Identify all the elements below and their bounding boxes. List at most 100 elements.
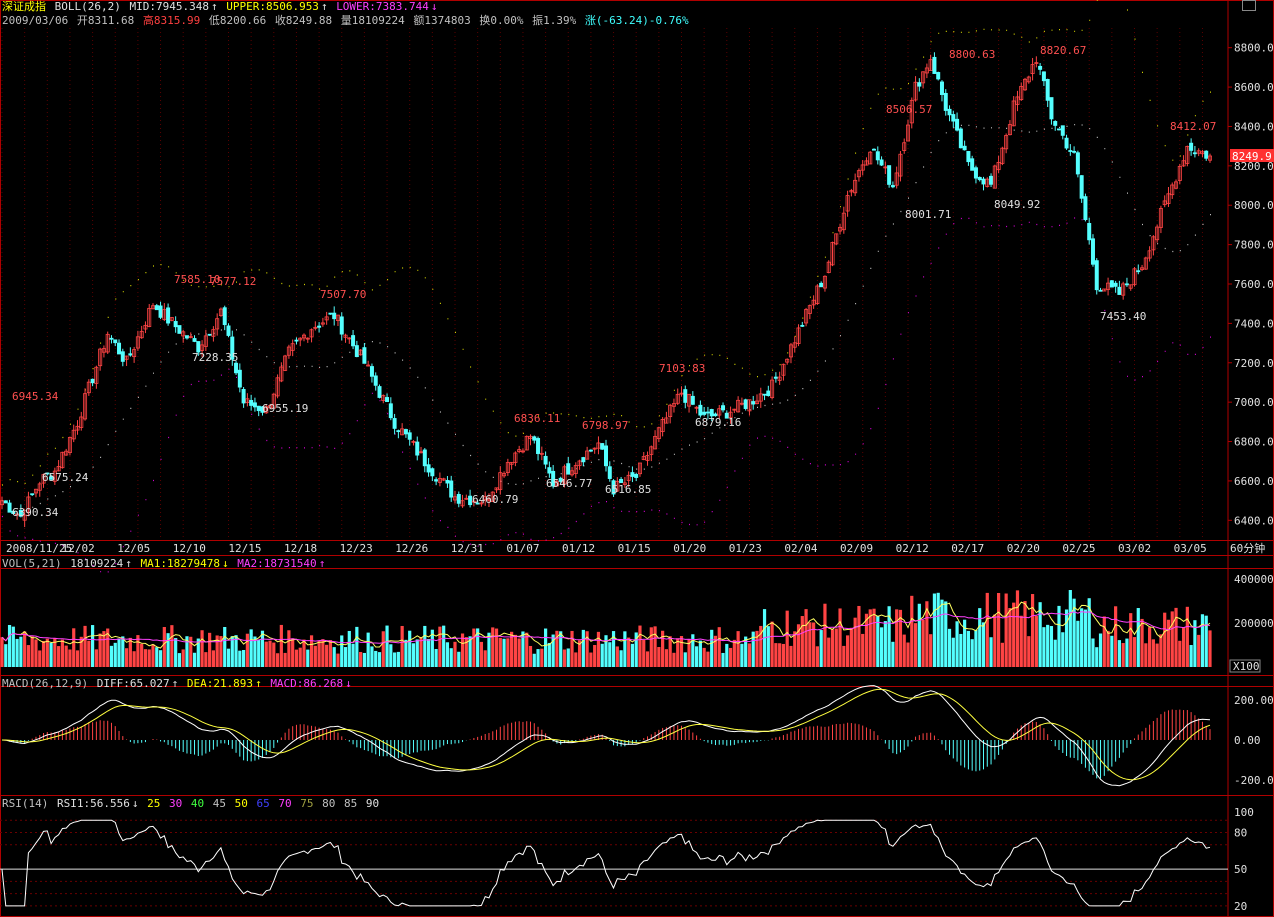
candle-body [271, 393, 276, 409]
candle-body [52, 470, 57, 482]
date-axis-label: 12/02 [62, 542, 95, 555]
candle-body [566, 463, 571, 475]
volume-bar [830, 629, 835, 667]
candle-body [192, 338, 197, 342]
volume-bar [627, 637, 631, 667]
candle-body [898, 153, 903, 177]
candle-body [324, 316, 329, 321]
candle-body [705, 411, 710, 414]
volume-bar [917, 603, 921, 667]
candle-body [679, 392, 684, 395]
volume-bar [702, 647, 706, 667]
candle-body [502, 473, 507, 477]
volume-bar [812, 622, 816, 667]
volume-bar [736, 631, 740, 667]
quote-info-bar: 2009/03/06 开8311.68 高8315.99 低8200.66 收8… [2, 14, 691, 27]
candle-body [479, 502, 484, 505]
candle-body [351, 335, 356, 347]
peak-label: 7585.10 [174, 273, 220, 286]
candle-body [992, 165, 997, 189]
volume-bar [604, 635, 608, 667]
volume-bar [713, 635, 718, 667]
candle-body [483, 496, 488, 500]
volume-bar [124, 648, 129, 667]
volume-bar [1012, 602, 1016, 667]
candle-body [1147, 250, 1152, 259]
volume-bar [804, 609, 808, 667]
volume-bar [242, 649, 246, 667]
arrow-up-icon: ↑ [320, 0, 328, 13]
rsi-level-25: 25 [147, 797, 161, 810]
candle-body [22, 514, 27, 521]
candle-body [347, 337, 352, 340]
volume-bar [653, 626, 657, 667]
candle-body [305, 337, 310, 340]
candle-body [407, 432, 412, 440]
volume-bar [483, 650, 487, 667]
candle-body [283, 355, 288, 371]
candle-body [30, 493, 35, 496]
price-tick-label: 8200.0 [1234, 160, 1274, 173]
vol-ma1: MA1:18279478 [140, 557, 220, 570]
volume-bar [264, 641, 268, 667]
volume-bar [1155, 643, 1159, 667]
candle-body [581, 457, 586, 463]
candle-body [902, 142, 907, 151]
candle-body [864, 160, 869, 166]
candle-body [264, 406, 269, 414]
volume-bar [381, 631, 385, 667]
volume-bar [513, 634, 517, 667]
candle-body [653, 436, 658, 450]
candle-body [962, 145, 967, 151]
candle-body [396, 430, 401, 433]
volume-bar [883, 621, 887, 667]
candle-body [637, 462, 642, 475]
volume-bar [793, 631, 797, 667]
volume-bar [853, 617, 857, 667]
volume-bar [430, 629, 434, 667]
volume-bar [864, 613, 869, 667]
arrow-up-icon: ↑ [255, 677, 262, 690]
candle-body [792, 342, 797, 348]
candle-body [1162, 200, 1167, 206]
volume-bar [1027, 636, 1031, 667]
candle-body [64, 450, 69, 456]
volume-bar [1068, 590, 1072, 667]
candle-body [1192, 152, 1197, 155]
volume-bar [366, 632, 370, 667]
volume-bar [544, 628, 548, 667]
volume-bar [978, 608, 982, 667]
boll-upper-line [2, 0, 1211, 486]
maximize-icon[interactable] [1242, 0, 1256, 11]
candle-body [856, 170, 861, 178]
candle-body [785, 358, 790, 363]
candle-body [1151, 236, 1156, 251]
volume-bar [498, 637, 502, 667]
volume-bar [532, 653, 536, 667]
volume-bar [393, 652, 397, 667]
vol-value: 18109224 [70, 557, 124, 570]
volume-bar [717, 627, 721, 667]
volume-bar [1042, 627, 1046, 667]
candle-body [1140, 267, 1145, 270]
candle-body [301, 334, 306, 339]
quote-low: 低8200.66 [208, 14, 267, 27]
candle-body [86, 381, 91, 394]
candle-body [1098, 289, 1103, 292]
volume-bar [721, 652, 725, 667]
candle-body [475, 502, 480, 505]
candle-body [698, 404, 703, 416]
volume-bar [857, 605, 861, 667]
volume-bar [676, 638, 680, 667]
volume-bar [177, 653, 182, 667]
volume-bar [189, 636, 193, 667]
volume-bar [966, 630, 970, 667]
rsi-level-45: 45 [212, 797, 226, 810]
volume-bar [944, 601, 948, 667]
date-axis-label: 2008/11/25 [6, 542, 72, 555]
volume-bar [687, 639, 691, 667]
candle-body [419, 451, 424, 454]
volume-bar [744, 636, 748, 667]
candle-body [1023, 78, 1028, 91]
